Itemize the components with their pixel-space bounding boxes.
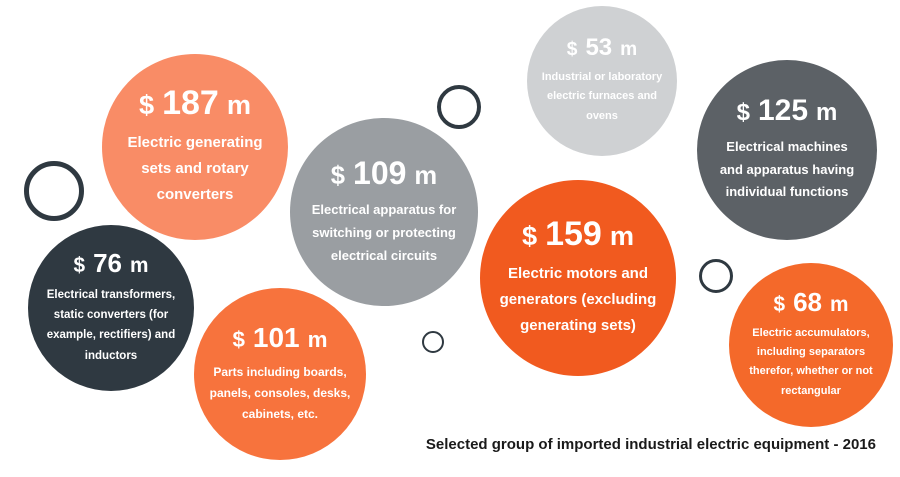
bubble-parts: $101 m Parts including boards, panels, co… [194,288,366,460]
value-number: 187 [162,83,219,122]
bubble-label: Electric motors and generators (excludin… [499,264,657,335]
decorative-ring [699,259,733,293]
currency-symbol: $ [138,88,155,120]
unit-label: m [414,161,438,190]
value-number: 101 [252,321,300,353]
bubble-value: $101 m [232,321,328,353]
currency-symbol: $ [232,326,245,352]
bubble-value: $76 m [74,250,149,277]
bubble-accumulators: $68 m Electric accumulators, including se… [729,263,893,427]
bubble-value: $53 m [567,36,637,60]
decorative-ring [24,161,84,221]
bubble-transformers: $76 m Electrical transformers, static con… [28,225,194,391]
bubble-label: Electrical transformers, static converte… [46,289,176,362]
value-number: 53 [585,34,613,62]
currency-symbol: $ [330,161,346,190]
bubble-value: $68 m [774,289,849,316]
bubble-switching: $109 m Electrical apparatus for switching… [290,118,478,306]
decorative-ring [437,85,481,129]
bubble-value: $159 m [522,217,634,251]
bubble-furnaces: $53 m Industrial or laboratory electric f… [527,6,677,156]
bubble-label: Electric generating sets and rotary conv… [127,133,263,204]
bubble-machines: $125 m Electrical machines and apparatus … [697,60,877,240]
bubble-label: Industrial or laboratory electric furnac… [541,71,663,122]
value-number: 109 [353,154,407,191]
value-number: 68 [793,287,822,318]
bubble-label: Electrical machines and apparatus having… [719,138,855,200]
unit-label: m [130,254,149,278]
value-number: 125 [757,93,809,127]
unit-label: m [307,326,328,352]
decorative-ring [422,331,444,353]
bubble-label: Electric accumulators, including separat… [749,326,873,397]
bubble-generating-sets: $187 m Electric generating sets and rotar… [102,54,288,240]
currency-symbol: $ [566,39,578,61]
bubble-value: $125 m [736,93,838,127]
unit-label: m [620,39,638,61]
chart-title: Selected group of imported industrial el… [425,436,876,453]
currency-symbol: $ [736,98,750,126]
bubble-label: Electrical apparatus for switching or pr… [311,202,457,263]
currency-symbol: $ [773,293,786,317]
unit-label: m [226,88,252,120]
bubble-motors: $159 m Electric motors and generators (ex… [480,180,676,376]
unit-label: m [830,293,849,317]
value-number: 159 [545,214,602,253]
bubble-value: $187 m [139,86,251,120]
bubble-label: Parts including boards, panels, consoles… [209,364,351,421]
currency-symbol: $ [521,219,538,251]
bubble-value: $109 m [331,157,437,190]
value-number: 76 [93,248,122,279]
currency-symbol: $ [73,254,86,278]
unit-label: m [609,219,635,251]
unit-label: m [816,98,838,126]
